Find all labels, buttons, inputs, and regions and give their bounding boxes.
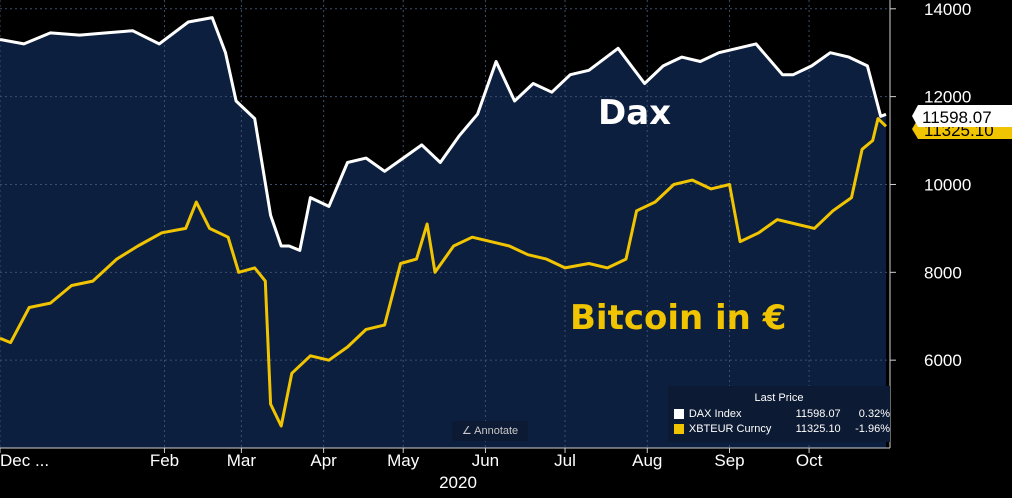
plot-area [0, 17, 886, 448]
annotate-button[interactable]: ∠ Annotate [452, 421, 528, 441]
legend-name-dax: DAX Index [688, 407, 742, 420]
y-tick-label: 12000 [924, 88, 971, 107]
dax-label: Dax [598, 93, 671, 133]
grid-lines [0, 0, 890, 448]
dax-series-line [0, 16, 887, 252]
x-tick-label: Oct [796, 451, 823, 470]
pen-icon: ∠ [461, 425, 475, 437]
x-tick-label: Apr [310, 451, 337, 470]
dax-area-fill [0, 17, 886, 448]
dax-price-tag-text: 11598.07 [922, 108, 992, 127]
y-tick-label: 6000 [924, 351, 962, 370]
y-tick-label: 8000 [924, 263, 962, 282]
annotate-label: Annotate [474, 425, 519, 437]
legend-row-dax: DAX Index 11598.07 0.32% [668, 406, 890, 421]
dax-price-tag: 11598.07 [912, 105, 1012, 127]
y-tick-label: 10000 [924, 175, 971, 194]
legend-row-btc: XBTEUR Curncy 11325.10 -1.96% [668, 421, 890, 436]
x-tick-label: Mar [227, 451, 257, 470]
x-tick-label: Sep [714, 451, 744, 470]
legend-swatch-btc [674, 423, 684, 434]
bitcoin-series-line [0, 117, 888, 428]
legend-change-btc: -1.96% [855, 422, 890, 435]
x-tick-label: Jun [472, 451, 499, 470]
x-tick-label: Dec ... [0, 451, 49, 470]
y-tick-label: 14000 [924, 0, 971, 19]
legend-name-btc: XBTEUR Curncy [688, 422, 772, 435]
legend-swatch-dax [674, 408, 684, 419]
x-tick-label: Jul [554, 451, 576, 470]
legend-value-btc: 11325.10 [795, 422, 841, 435]
bitcoin-label: Bitcoin in € [570, 298, 786, 338]
legend-header: Last Price [754, 392, 804, 404]
y-axis-ticks: 14000 12000 10000 8000 6000 [890, 0, 971, 370]
x-axis-ticks: Dec ... Feb Mar Apr May Jun Jul Aug Sep Oct [0, 448, 823, 470]
x-tick-label: May [387, 451, 420, 470]
legend-value-dax: 11598.07 [795, 407, 841, 420]
legend: Last Price DAX Index 11598.07 0.32% XBTE… [668, 386, 890, 442]
x-tick-label: Aug [632, 451, 662, 470]
legend-change-dax: 0.32% [858, 407, 890, 420]
year-label: 2020 [439, 473, 477, 492]
x-tick-label: Feb [150, 451, 179, 470]
